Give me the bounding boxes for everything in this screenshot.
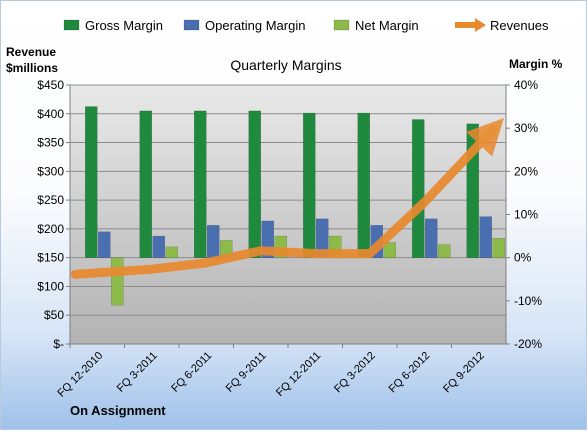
- legend-label-gross-margin: Gross Margin: [85, 18, 163, 33]
- y-left-tick-label: $100: [37, 279, 64, 293]
- legend-swatch-gross-margin: [63, 19, 80, 31]
- legend: Gross Margin Operating Margin Net Margin Re…: [63, 18, 549, 33]
- legend-swatch-operating-margin: [183, 19, 200, 31]
- y-left-tick-label: $200: [37, 222, 64, 236]
- x-tick-label: FQ 3-2012: [332, 350, 378, 396]
- bar-net-margin: [165, 246, 178, 258]
- y-right-label: Margin %: [509, 57, 563, 71]
- x-tick-label: FQ 9-2011: [224, 350, 269, 395]
- y-left-tick-label: $450: [37, 78, 64, 92]
- y-left-tick-label: $50: [44, 308, 64, 322]
- bar-operating-margin: [425, 218, 438, 258]
- x-tick-label: FQ 6-2011: [169, 350, 214, 395]
- y-right-tick-label: 0%: [514, 251, 532, 265]
- bar-operating-margin: [152, 235, 165, 258]
- y-right-tick-label: 10%: [514, 208, 538, 222]
- legend-label-net-margin: Net Margin: [355, 18, 419, 33]
- bar-gross-margin: [357, 112, 370, 258]
- x-tick-label: FQ 3-2011: [115, 350, 160, 395]
- x-tick-label: FQ 9-2012: [441, 350, 487, 396]
- legend-arrow-icon: [475, 18, 486, 32]
- y-left-label-line-2: $millions: [6, 61, 58, 75]
- footer-label: On Assignment: [70, 403, 166, 418]
- bar-gross-margin: [85, 106, 98, 258]
- plot-area: $450 $400 $350 $300 $250 $200 $150 $100 $50 $- 40%…: [37, 78, 542, 400]
- legend-label-revenues: Revenues: [490, 18, 549, 33]
- bar-gross-margin: [412, 119, 425, 258]
- y-left-tick-label: $-: [53, 337, 64, 351]
- x-tick-label: FQ 12-2011: [274, 350, 323, 399]
- x-tick-label: FQ 12-2010: [55, 350, 105, 400]
- bar-operating-margin: [207, 225, 220, 258]
- y-right-tick-label: 30%: [514, 121, 538, 135]
- bar-gross-margin: [194, 110, 207, 258]
- bar-gross-margin: [139, 110, 152, 258]
- bar-operating-margin: [479, 216, 492, 258]
- legend-label-operating-margin: Operating Margin: [205, 18, 305, 33]
- x-tick-label: FQ 6-2012: [387, 350, 433, 396]
- y-left-tick-label: $300: [37, 164, 64, 178]
- y-left-tick-label: $350: [37, 136, 64, 150]
- y-left-tick-label: $400: [37, 107, 64, 121]
- bar-net-margin: [438, 244, 451, 258]
- bar-net-margin: [383, 242, 396, 258]
- bar-net-margin: [492, 237, 505, 258]
- bar-gross-margin: [303, 112, 316, 258]
- bar-net-margin: [111, 257, 124, 306]
- line-revenues: [70, 118, 504, 279]
- y-left-tick-label: $250: [37, 193, 64, 207]
- bar-operating-margin: [98, 231, 111, 258]
- y-left-tick-label: $150: [37, 251, 64, 265]
- y-right-tick-label: -10%: [514, 294, 542, 308]
- y-right-tick-label: -20%: [514, 337, 542, 351]
- y-right-tick-label: 20%: [514, 164, 538, 178]
- plot-background: [70, 85, 506, 344]
- bar-gross-margin: [248, 110, 261, 258]
- y-right-tick-label: 40%: [514, 78, 538, 92]
- legend-swatch-net-margin: [333, 19, 350, 31]
- y-left-label-line-1: Revenue: [6, 45, 56, 59]
- chart-title: Quarterly Margins: [230, 57, 341, 73]
